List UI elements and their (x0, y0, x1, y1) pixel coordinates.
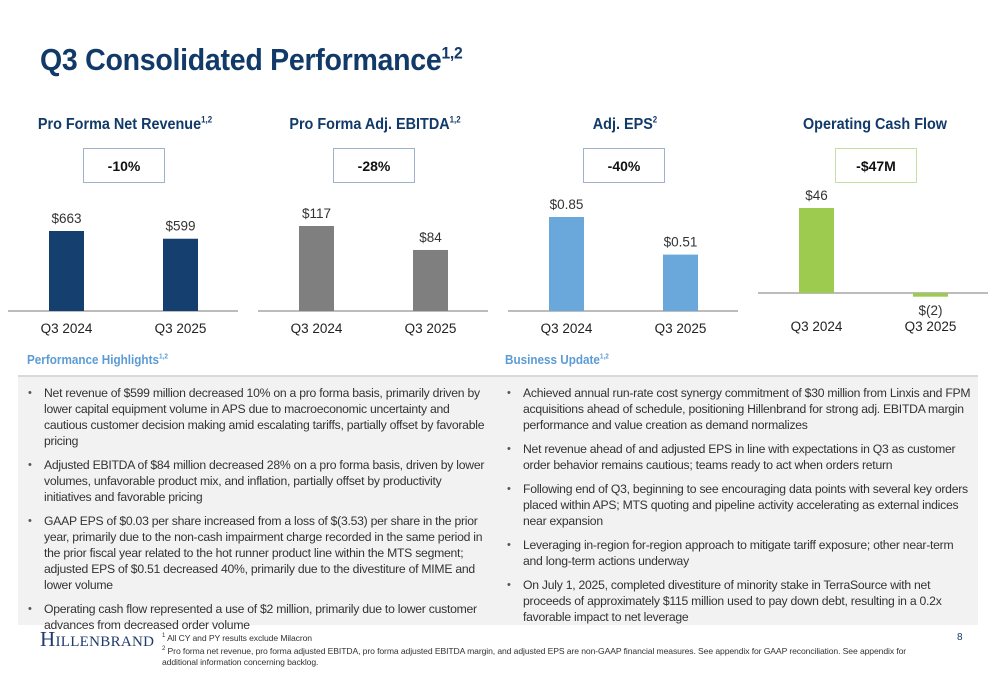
footnote-number: 2 (162, 645, 166, 652)
bullet-item: Leveraging in-region for-region approach… (503, 537, 975, 569)
section-title-text: Business Update (505, 352, 600, 367)
bar-chart-svg: $663 Q3 2024 $599 Q3 2025 (8, 211, 238, 336)
data-label: $663 (51, 211, 81, 226)
x-tick-label: Q3 2025 (405, 321, 457, 336)
change-badge: -$47M (835, 148, 917, 183)
business-update-title: Business Update1,2 (505, 352, 609, 367)
performance-highlights-panel: Net revenue of $599 million decreased 10… (18, 375, 490, 632)
footnote-number: 1 (162, 633, 166, 639)
x-tick-label: Q3 2025 (655, 321, 707, 336)
bar-chart-svg: $117 Q3 2024 $84 Q3 2025 (258, 206, 488, 336)
chart-title: Operating Cash Flow (763, 116, 988, 134)
slide-title-text: Q3 Consolidated Performance (40, 42, 442, 77)
bar-q3-2025 (663, 254, 698, 311)
bullet-item: Net revenue of $599 million decreased 10… (24, 385, 490, 449)
bullet-item: On July 1, 2025, completed divestiture o… (503, 577, 975, 625)
section-title-text: Performance Highlights (27, 352, 159, 367)
bar-q3-2025 (913, 293, 948, 297)
bullet-item: Achieved annual run-rate cost synergy co… (503, 385, 975, 433)
chart-title-text: Operating Cash Flow (802, 116, 947, 133)
data-label: $0.51 (664, 235, 698, 250)
data-label: $84 (419, 230, 442, 245)
company-logo: Hillenbrand (40, 627, 155, 651)
x-tick-label: Q3 2024 (41, 321, 93, 336)
bar-q3-2024 (799, 208, 834, 293)
footnote-text: All CY and PY results exclude Milacron (167, 632, 312, 643)
chart-adj-ebitda: Pro Forma Adj. EBITDA1,2 -28% $117 Q3 202… (250, 110, 500, 350)
bar-q3-2025 (163, 238, 198, 311)
chart-title-footnote: 1,2 (201, 114, 213, 125)
chart-title-footnote: 1,2 (449, 114, 461, 125)
data-label: $(2) (918, 303, 942, 318)
chart-operating-cash-flow: Operating Cash Flow -$47M $46 Q3 2024 $(2)… (750, 110, 1000, 350)
x-tick-label: Q3 2024 (791, 319, 843, 334)
data-label: $117 (302, 206, 331, 221)
chart-title-text: Pro Forma Adj. EBITDA (289, 116, 450, 133)
chart-adj-eps: Adj. EPS2 -40% $0.85 Q3 2024 $0.51 Q3 2025 (500, 110, 750, 350)
footnote-1: 1 All CY and PY results exclude Milacron (162, 631, 942, 644)
section-title-footnote: 1,2 (599, 352, 609, 361)
bar-chart-svg: $0.85 Q3 2024 $0.51 Q3 2025 (508, 197, 738, 336)
change-badge: -40% (583, 148, 665, 183)
x-tick-label: Q3 2024 (291, 321, 343, 336)
bar-q3-2024 (49, 231, 84, 311)
chart-title: Adj. EPS2 (513, 114, 738, 134)
change-badge: -10% (83, 148, 165, 183)
bullet-item: GAAP EPS of $0.03 per share increased fr… (24, 513, 490, 593)
bar-chart-svg: $46 Q3 2024 $(2)Q3 2025 (758, 188, 988, 334)
bar-q3-2024 (549, 217, 584, 311)
bullet-item: Following end of Q3, beginning to see en… (503, 481, 975, 529)
chart-title: Pro Forma Net Revenue1,2 (13, 114, 238, 134)
chart-title-text: Pro Forma Net Revenue (37, 116, 202, 133)
slide-title-footnote: 1,2 (441, 43, 463, 63)
footnote-text: Pro forma net revenue, pro forma adjuste… (162, 645, 907, 667)
bar-q3-2024 (299, 226, 334, 311)
chart-title-text: Adj. EPS (592, 116, 653, 133)
bullet-item: Adjusted EBITDA of $84 million decreased… (24, 457, 490, 505)
change-badge: -28% (333, 148, 415, 183)
business-update-panel: Achieved annual run-rate cost synergy co… (497, 375, 975, 625)
x-tick-label: Q3 2025 (905, 319, 957, 334)
x-tick-label: Q3 2025 (155, 321, 207, 336)
data-label: $599 (165, 219, 195, 234)
bar-q3-2025 (413, 249, 448, 311)
data-label: $46 (805, 188, 828, 203)
bullet-item: Operating cash flow represented a use of… (24, 601, 490, 633)
bullet-item: Net revenue ahead of and adjusted EPS in… (503, 441, 975, 473)
x-tick-label: Q3 2024 (541, 321, 593, 336)
chart-title-footnote: 2 (652, 114, 658, 125)
footnote-2: 2 Pro forma net revenue, pro forma adjus… (162, 644, 942, 668)
performance-highlights-title: Performance Highlights1,2 (27, 352, 168, 367)
chart-title: Pro Forma Adj. EBITDA1,2 (263, 114, 488, 134)
slide-title: Q3 Consolidated Performance1,2 (40, 42, 463, 78)
section-title-footnote: 1,2 (158, 352, 168, 361)
footnotes: 1 All CY and PY results exclude Milacron… (162, 631, 942, 668)
data-label: $0.85 (550, 197, 584, 212)
performance-bullets: Net revenue of $599 million decreased 10… (24, 385, 490, 633)
chart-net-revenue: Pro Forma Net Revenue1,2 -10% $663 Q3 202… (0, 110, 250, 350)
page-number: 8 (957, 632, 963, 643)
business-bullets: Achieved annual run-rate cost synergy co… (503, 385, 975, 625)
